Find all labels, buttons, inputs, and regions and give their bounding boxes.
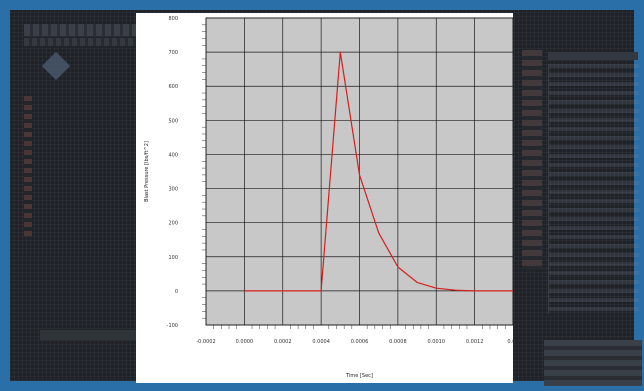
property-panel [544,340,642,386]
y-tick-label: 0 [175,289,178,295]
left-status-bar [40,330,144,340]
x-tick-labels: -0.0002 0.0000 0.0002 0.0004 0.0006 0.0008 0.0… [196,339,513,345]
y-tick-label: 400 [168,152,178,158]
y-tick-label: 600 [168,84,178,90]
y-tick-label: 100 [168,255,178,261]
plot-window: -100 0 100 200 300 400 500 600 700 800 -0.0002 0.0… [136,13,513,383]
x-tick-label: 0.0012 [466,339,484,345]
y-tick-label: -100 [167,323,178,329]
x-tick-label: 0.0000 [236,339,254,345]
x-tick-label: 0.00 [507,339,513,345]
app-secondary-toolbar [24,38,142,46]
pressure-series-line [244,51,513,292]
y-tick-labels: -100 0 100 200 300 400 500 600 700 800 [167,16,178,329]
model-tree-header [548,52,638,60]
y-tick-label: 700 [168,50,178,56]
y-tick-label: 300 [168,187,178,193]
series-layer [244,51,513,292]
orientation-cube-icon [41,51,71,81]
y-tick-label: 800 [168,16,178,22]
right-tool-palette [522,50,542,270]
x-tick-label: 0.0002 [274,339,292,345]
y-tick-label: 500 [168,118,178,124]
x-tick-label: 0.0008 [389,339,407,345]
minor-ticks [202,24,506,329]
app-toolbar [24,24,142,36]
x-tick-label: 0.0010 [428,339,446,345]
x-tick-label: 0.0006 [351,339,369,345]
y-axis-label: Blast Pressure [lbs/ft^2] [144,141,150,202]
x-tick-label: 0.0004 [312,339,330,345]
x-tick-label: -0.0002 [196,339,215,345]
x-axis-label: Time [Sec] [345,373,373,379]
blast-pressure-chart: -100 0 100 200 300 400 500 600 700 800 -0.0002 0.0… [144,16,513,379]
y-tick-label: 200 [168,221,178,227]
model-tree-panel [548,64,639,314]
left-tool-palette [24,96,32,236]
